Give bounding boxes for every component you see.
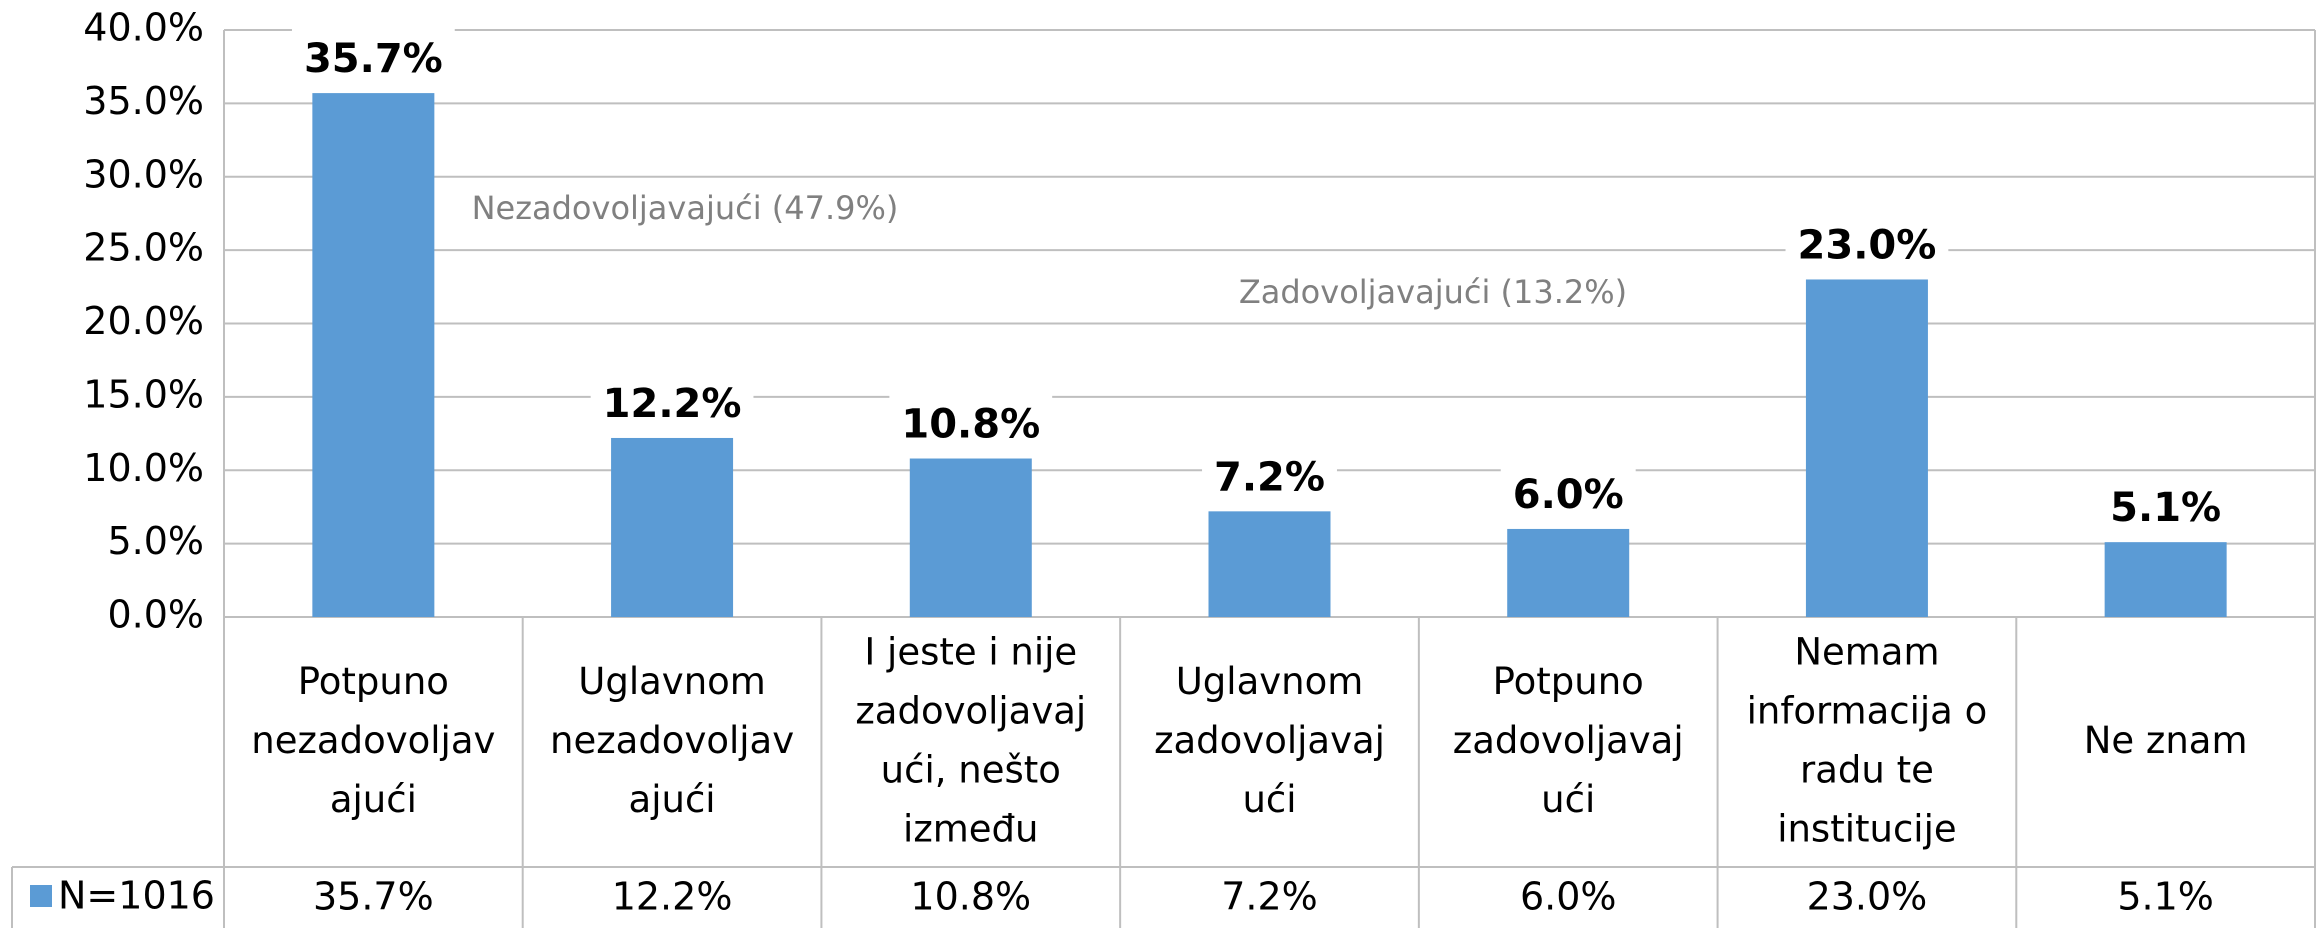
x-tick-label: I jeste i nije zadovoljavaj ući, nešto izme… [855,630,1086,850]
x-tick-line: Uglavnom [578,660,766,703]
x-tick-line: Uglavnom [1176,660,1364,703]
table-value: 7.2% [1221,875,1318,919]
table-value: 10.8% [910,875,1031,919]
x-tick-line: zadovoljavaj [1453,719,1684,762]
x-tick-line: ajući [330,778,417,821]
x-tick-line: radu te [1800,748,1934,791]
label-bg [1500,463,1636,526]
data-label: 5.1% [2110,485,2221,531]
data-label: 35.7% [304,36,443,82]
label-bg [889,393,1053,456]
legend-label: N=1016 [58,874,215,918]
label-bg [590,372,754,435]
x-tick-line: informacija o [1747,689,1988,732]
x-tick-label: Ne znam [2084,719,2248,762]
bar [611,437,734,617]
x-tick-line: ajući [629,778,716,821]
annotation: Nezadovoljavajući (47.9%) [472,189,899,227]
y-tick-label: 35.0% [83,79,204,123]
table-value: 5.1% [2117,875,2214,919]
table-value: 12.2% [612,875,733,919]
label-bg [2098,477,2234,540]
x-tick-line: Nemam [1794,630,1939,673]
x-tick-label: Potpuno zadovoljavaj ući [1453,660,1684,821]
y-tick-label: 25.0% [83,226,204,270]
x-tick-line: Ne znam [2084,719,2248,762]
table-value: 23.0% [1807,875,1928,919]
x-tick-line: institucije [1777,807,1956,850]
y-tick-label: 40.0% [83,6,204,50]
y-tick-label: 5.0% [107,519,204,563]
grid [224,29,2315,618]
annotation: Zadovoljavajući (13.2%) [1239,273,1627,311]
data-label: 7.2% [1214,454,1325,500]
x-tick-label: Uglavnom nezadovoljav ajući [550,660,794,821]
bar [312,93,435,618]
x-tick-label: Uglavnom zadovoljavaj ući [1154,660,1385,821]
x-tick-line: Potpuno [1493,660,1644,703]
bar [2104,542,2227,617]
x-tick-line: zadovoljavaj [1154,719,1385,762]
y-tick-label: 20.0% [83,299,204,343]
bar [1208,511,1331,617]
data-label: 6.0% [1513,472,1624,518]
bar [1507,528,1630,617]
x-tick-line: Potpuno [298,660,449,703]
x-tick-line: nezadovoljav [550,719,794,762]
y-tick-label: 15.0% [83,372,204,416]
y-tick-label: 10.0% [83,446,204,490]
x-tick-label: Potpuno nezadovoljav ajući [251,660,495,821]
x-tick-line: nezadovoljav [251,719,495,762]
x-tick-label: Nemam informacija o radu te institucije [1747,630,1988,850]
label-bg [291,28,455,91]
table-value: 6.0% [1520,875,1617,919]
bar [1805,279,1928,617]
x-tick-line: zadovoljavaj [855,689,1086,732]
x-tick-line: između [903,807,1038,850]
y-tick-label: 0.0% [107,593,204,637]
x-tick-line: I jeste i nije [864,630,1077,673]
data-label: 23.0% [1798,222,1937,268]
x-tick-line: ući, nešto [881,748,1061,791]
x-tick-line: ući [1541,778,1595,821]
data-label: 10.8% [901,402,1040,448]
y-tick-label: 30.0% [83,152,204,196]
label-bg [1785,214,1949,277]
label-bg [1202,446,1337,509]
x-tick-line: ući [1242,778,1296,821]
data-label: 12.2% [603,381,742,427]
table-value: 35.7% [313,875,434,919]
legend-swatch [30,885,52,907]
bar [909,458,1032,617]
